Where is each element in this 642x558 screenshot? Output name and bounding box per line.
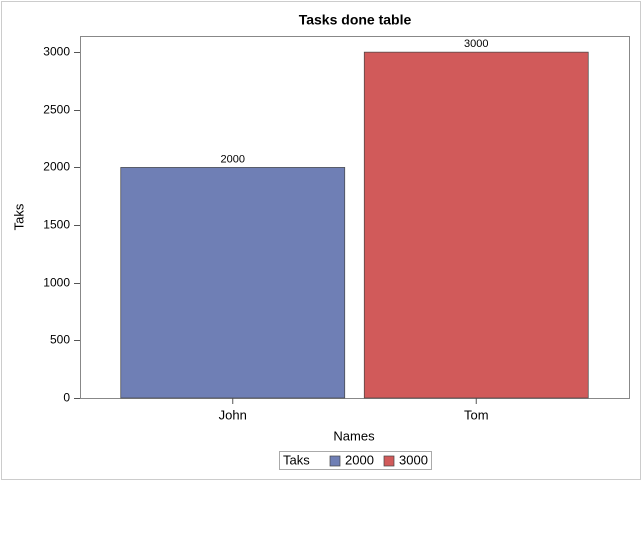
x-tick-label: John bbox=[219, 407, 247, 422]
legend-label: 3000 bbox=[399, 452, 428, 467]
y-axis-label: Taks bbox=[11, 203, 26, 230]
bar bbox=[120, 167, 346, 399]
y-tick-label: 500 bbox=[50, 333, 70, 347]
legend-title: Taks bbox=[283, 452, 310, 467]
chart-title: Tasks done table bbox=[299, 12, 412, 28]
y-tick-label: 2000 bbox=[43, 160, 70, 174]
plot-frame bbox=[80, 36, 630, 399]
y-tick-label: 1000 bbox=[43, 276, 70, 290]
y-tick-label: 0 bbox=[63, 391, 70, 405]
bar bbox=[363, 51, 589, 399]
legend-label: 2000 bbox=[345, 452, 374, 467]
y-tick-label: 2500 bbox=[43, 103, 70, 117]
data-label: 2000 bbox=[221, 153, 245, 165]
x-tick-label: Tom bbox=[464, 407, 489, 422]
legend-swatch bbox=[383, 455, 395, 467]
y-tick-label: 3000 bbox=[43, 45, 70, 59]
y-tick-label: 1500 bbox=[43, 218, 70, 232]
x-axis-label: Names bbox=[333, 428, 375, 443]
data-label: 3000 bbox=[464, 38, 488, 50]
legend-swatch bbox=[329, 455, 341, 467]
